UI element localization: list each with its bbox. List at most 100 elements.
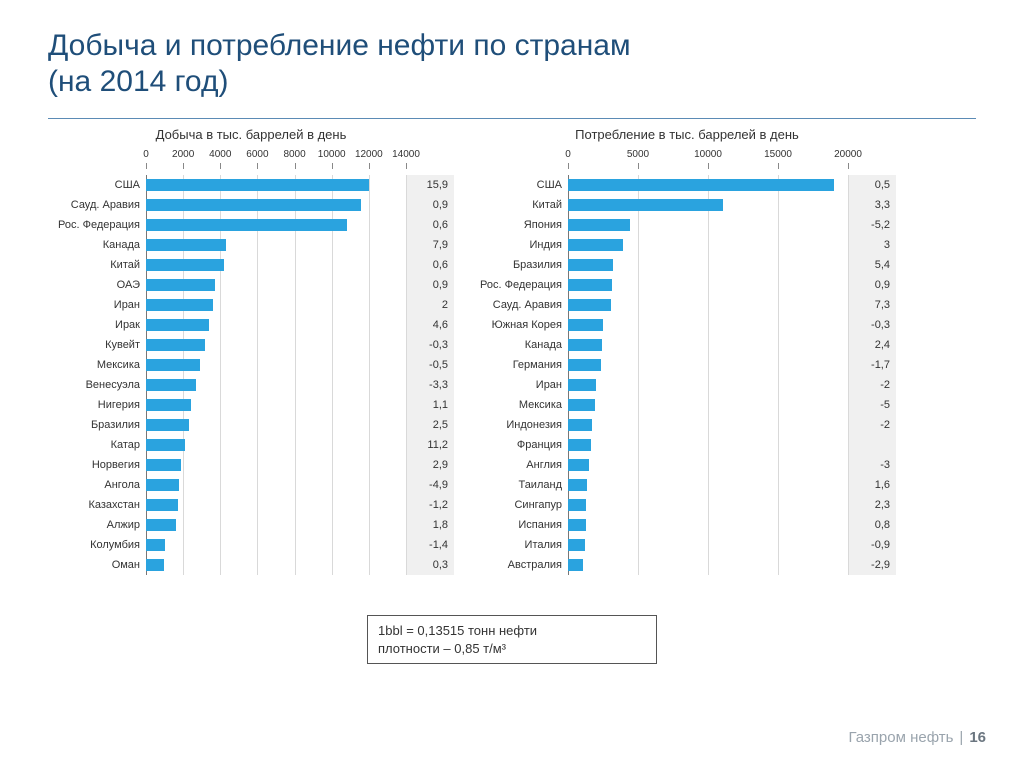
- axis-tick-label: 2000: [172, 149, 194, 160]
- category-label: Мексика: [97, 355, 146, 375]
- bar-row: [146, 195, 406, 215]
- category-label: Норвегия: [92, 455, 146, 475]
- axis-tick-line: [146, 163, 147, 169]
- side-value: 5,4: [848, 255, 896, 275]
- bar: [568, 219, 630, 231]
- bar: [146, 299, 213, 311]
- bar-row: [568, 415, 848, 435]
- bar-row: [146, 515, 406, 535]
- footer: Газпром нефть | 16: [848, 729, 986, 746]
- bar-row: [146, 315, 406, 335]
- side-value: 3: [848, 235, 896, 255]
- bar-row: [146, 555, 406, 575]
- axis-tick-label: 10000: [318, 149, 346, 160]
- axis-tick-line: [778, 163, 779, 169]
- axis-tick-label: 10000: [694, 149, 722, 160]
- bar-row: [146, 175, 406, 195]
- bar: [568, 279, 612, 291]
- category-label: Колумбия: [90, 535, 146, 555]
- bar-row: [146, 495, 406, 515]
- category-label: Таиланд: [518, 475, 568, 495]
- category-label: Индия: [529, 235, 568, 255]
- category-label: Рос. Федерация: [58, 215, 146, 235]
- side-value: -5: [848, 395, 896, 415]
- side-value: -2: [848, 375, 896, 395]
- axis-tick-label: 15000: [764, 149, 792, 160]
- category-label: Алжир: [107, 515, 146, 535]
- axis-tick-line: [708, 163, 709, 169]
- bars: [146, 175, 406, 575]
- bar-row: [146, 375, 406, 395]
- bar-row: [146, 295, 406, 315]
- category-label: Канада: [103, 235, 146, 255]
- side-value: 0,9: [848, 275, 896, 295]
- bar-row: [568, 255, 848, 275]
- axis-tick-line: [568, 163, 569, 169]
- bar: [568, 179, 834, 191]
- side-value: -0,5: [406, 355, 454, 375]
- category-label: Франция: [517, 435, 568, 455]
- bars-area: [146, 175, 406, 575]
- bar: [568, 379, 596, 391]
- category-label: Ангола: [104, 475, 146, 495]
- category-label: Япония: [524, 215, 568, 235]
- bar: [568, 319, 603, 331]
- category-label: Иран: [114, 295, 146, 315]
- side-value: 0,5: [848, 175, 896, 195]
- category-label: Казахстан: [88, 495, 146, 515]
- bar: [568, 499, 586, 511]
- category-label: США: [537, 175, 568, 195]
- category-label: Бразилия: [513, 255, 568, 275]
- bar-row: [146, 355, 406, 375]
- bar: [146, 479, 179, 491]
- side-value: 7,3: [848, 295, 896, 315]
- category-label: Китай: [532, 195, 568, 215]
- page-number: 16: [969, 729, 986, 746]
- side-value: 7,9: [406, 235, 454, 255]
- side-value: 2,5: [406, 415, 454, 435]
- bar: [568, 479, 587, 491]
- bar-row: [568, 395, 848, 415]
- bar: [146, 499, 178, 511]
- category-label: Испания: [518, 515, 568, 535]
- bar: [146, 279, 215, 291]
- plot-area: Добыча в тыс. баррелей в день02000400060…: [146, 149, 406, 575]
- side-value: 2,9: [406, 455, 454, 475]
- bar: [146, 379, 196, 391]
- side-value: -2,9: [848, 555, 896, 575]
- bar-row: [146, 535, 406, 555]
- bar-row: [146, 255, 406, 275]
- bar: [146, 399, 191, 411]
- bar-row: [568, 195, 848, 215]
- bar: [146, 419, 189, 431]
- category-label: США: [115, 175, 146, 195]
- category-label: Нигерия: [98, 395, 146, 415]
- side-value: -1,4: [406, 535, 454, 555]
- bar: [568, 439, 591, 451]
- bar: [568, 239, 623, 251]
- bar-row: [146, 455, 406, 475]
- side-value: 15,9: [406, 175, 454, 195]
- plot-area: Потребление в тыс. баррелей в день050001…: [568, 149, 848, 575]
- side-value: 2: [406, 295, 454, 315]
- bar: [568, 419, 592, 431]
- side-value: 1,1: [406, 395, 454, 415]
- axis-tick-line: [295, 163, 296, 169]
- side-value: -1,2: [406, 495, 454, 515]
- gridline: [406, 175, 407, 575]
- axis-tick-label: 0: [565, 149, 571, 160]
- bar: [146, 259, 224, 271]
- side-value: 0,6: [406, 215, 454, 235]
- category-label: Сингапур: [514, 495, 568, 515]
- bar-row: [568, 175, 848, 195]
- bar: [568, 359, 601, 371]
- footnote-box: 1bbl = 0,13515 тонн нефтиплотности – 0,8…: [367, 615, 657, 664]
- bar-row: [568, 435, 848, 455]
- bar: [146, 559, 164, 571]
- title-divider: [48, 118, 976, 119]
- bar: [146, 319, 209, 331]
- category-label: Китай: [110, 255, 146, 275]
- side-value: -5,2: [848, 215, 896, 235]
- axis-tick-line: [257, 163, 258, 169]
- bar: [146, 359, 200, 371]
